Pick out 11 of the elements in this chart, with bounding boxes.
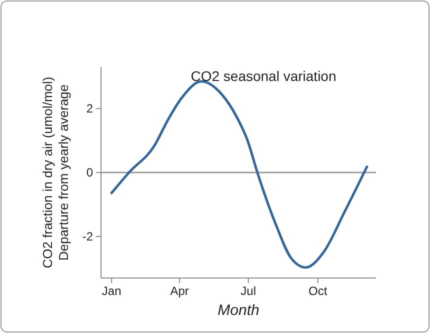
x-axis-title: Month (218, 302, 260, 319)
y-tick-label: 2 (86, 102, 94, 116)
x-tick-label: Jan (102, 284, 122, 298)
y-tick-label: -2 (82, 229, 94, 244)
x-tick-label: Oct (308, 284, 328, 298)
y-tick-label: 0 (86, 166, 94, 180)
x-tick-label: Apr (170, 284, 189, 298)
line-series (110, 80, 368, 269)
x-tick-label: Jul (240, 284, 256, 298)
chart-title: CO2 seasonal variation (190, 68, 336, 84)
y-axis-title: CO2 fraction in dry air (umol/mol) Departure from yearly average (40, 76, 71, 268)
